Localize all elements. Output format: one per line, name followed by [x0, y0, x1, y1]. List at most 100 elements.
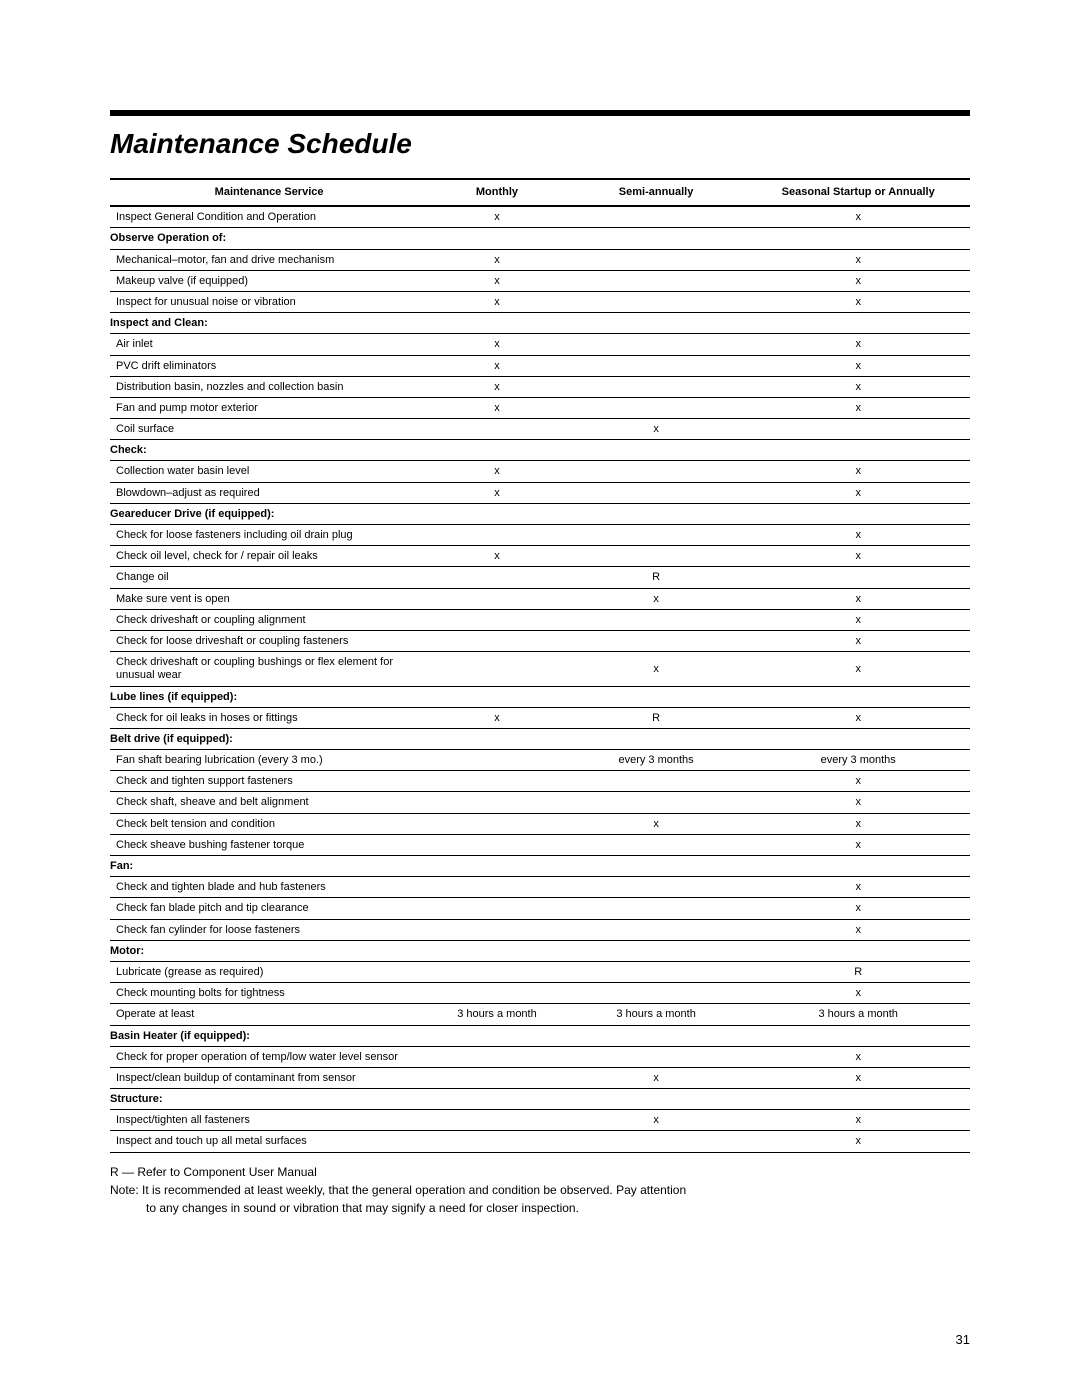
section-label: Lube lines (if equipped): — [110, 686, 970, 707]
service-cell: Distribution basin, nozzles and collecti… — [110, 376, 428, 397]
freq-cell — [566, 334, 747, 355]
freq-cell — [428, 834, 566, 855]
freq-cell — [428, 1131, 566, 1152]
table-row: Inspect for unusual noise or vibrationxx — [110, 291, 970, 312]
service-cell: Collection water basin level — [110, 461, 428, 482]
freq-cell: x — [746, 813, 970, 834]
freq-cell: x — [566, 1110, 747, 1131]
freq-cell — [428, 567, 566, 588]
freq-cell — [746, 567, 970, 588]
service-cell: Coil surface — [110, 419, 428, 440]
service-cell: Fan shaft bearing lubrication (every 3 m… — [110, 750, 428, 771]
freq-cell — [566, 792, 747, 813]
service-cell: Change oil — [110, 567, 428, 588]
freq-cell — [566, 771, 747, 792]
freq-cell — [566, 397, 747, 418]
page-title: Maintenance Schedule — [110, 128, 970, 160]
freq-cell: x — [428, 397, 566, 418]
freq-cell: x — [428, 334, 566, 355]
freq-cell: x — [566, 588, 747, 609]
freq-cell: every 3 months — [746, 750, 970, 771]
freq-cell — [428, 961, 566, 982]
freq-cell: x — [746, 877, 970, 898]
freq-cell: x — [746, 376, 970, 397]
freq-cell — [566, 919, 747, 940]
table-row: PVC drift eliminatorsxx — [110, 355, 970, 376]
service-cell: Blowdown–adjust as required — [110, 482, 428, 503]
freq-cell: x — [746, 609, 970, 630]
freq-cell: x — [746, 898, 970, 919]
section-label: Belt drive (if equipped): — [110, 728, 970, 749]
table-row: Check oil level, check for / repair oil … — [110, 546, 970, 567]
freq-cell — [428, 919, 566, 940]
freq-cell: x — [746, 588, 970, 609]
section-row: Observe Operation of: — [110, 228, 970, 249]
col-semiannual: Semi-annually — [566, 179, 747, 206]
freq-cell: x — [566, 1067, 747, 1088]
freq-cell — [566, 1046, 747, 1067]
col-service: Maintenance Service — [110, 179, 428, 206]
freq-cell: x — [746, 1131, 970, 1152]
service-cell: Check shaft, sheave and belt alignment — [110, 792, 428, 813]
service-cell: Inspect and touch up all metal surfaces — [110, 1131, 428, 1152]
section-label: Observe Operation of: — [110, 228, 970, 249]
service-cell: Check oil level, check for / repair oil … — [110, 546, 428, 567]
freq-cell: x — [746, 482, 970, 503]
table-row: Air inletxx — [110, 334, 970, 355]
note-line-1: Note: It is recommended at least weekly,… — [110, 1181, 970, 1199]
note-label: Note: — [110, 1183, 139, 1197]
table-row: Inspect and touch up all metal surfaces x — [110, 1131, 970, 1152]
freq-cell: x — [746, 792, 970, 813]
table-row: Makeup valve (if equipped)xx — [110, 270, 970, 291]
freq-cell — [566, 461, 747, 482]
table-row: Check shaft, sheave and belt alignment x — [110, 792, 970, 813]
freq-cell: x — [746, 707, 970, 728]
service-cell: Check for oil leaks in hoses or fittings — [110, 707, 428, 728]
freq-cell: x — [428, 355, 566, 376]
freq-cell: x — [428, 461, 566, 482]
freq-cell — [428, 1067, 566, 1088]
freq-cell — [428, 750, 566, 771]
freq-cell: x — [746, 771, 970, 792]
freq-cell: x — [566, 652, 747, 686]
freq-cell — [428, 630, 566, 651]
freq-cell: 3 hours a month — [428, 1004, 566, 1025]
table-row: Inspect General Condition and Operationx… — [110, 206, 970, 228]
table-row: Change oilR — [110, 567, 970, 588]
freq-cell: x — [746, 834, 970, 855]
freq-cell: x — [428, 249, 566, 270]
freq-cell — [566, 630, 747, 651]
section-row: Motor: — [110, 940, 970, 961]
header-rule — [110, 110, 970, 116]
table-body: Inspect General Condition and Operationx… — [110, 206, 970, 1152]
section-row: Inspect and Clean: — [110, 313, 970, 334]
service-cell: Mechanical–motor, fan and drive mechanis… — [110, 249, 428, 270]
table-row: Fan and pump motor exteriorxx — [110, 397, 970, 418]
service-cell: Check driveshaft or coupling alignment — [110, 609, 428, 630]
service-cell: Check sheave bushing fastener torque — [110, 834, 428, 855]
service-cell: Makeup valve (if equipped) — [110, 270, 428, 291]
freq-cell — [566, 877, 747, 898]
section-label: Fan: — [110, 856, 970, 877]
service-cell: Operate at least — [110, 1004, 428, 1025]
freq-cell: x — [746, 525, 970, 546]
freq-cell — [566, 609, 747, 630]
freq-cell: 3 hours a month — [746, 1004, 970, 1025]
section-label: Motor: — [110, 940, 970, 961]
legend: R — Refer to Component User Manual — [110, 1163, 970, 1181]
freq-cell: x — [746, 546, 970, 567]
freq-cell: 3 hours a month — [566, 1004, 747, 1025]
freq-cell: x — [746, 652, 970, 686]
table-row: Check fan blade pitch and tip clearancex — [110, 898, 970, 919]
freq-cell: x — [746, 270, 970, 291]
freq-cell: x — [746, 630, 970, 651]
service-cell: Air inlet — [110, 334, 428, 355]
freq-cell — [428, 1110, 566, 1131]
maintenance-schedule-table: Maintenance Service Monthly Semi-annuall… — [110, 178, 970, 1153]
freq-cell — [566, 355, 747, 376]
section-row: Belt drive (if equipped): — [110, 728, 970, 749]
section-label: Check: — [110, 440, 970, 461]
table-row: Mechanical–motor, fan and drive mechanis… — [110, 249, 970, 270]
freq-cell — [428, 983, 566, 1004]
page-number: 31 — [956, 1332, 970, 1347]
